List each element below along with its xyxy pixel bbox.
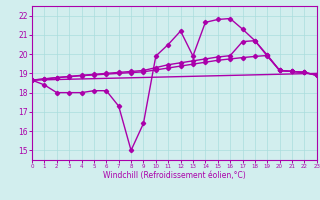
X-axis label: Windchill (Refroidissement éolien,°C): Windchill (Refroidissement éolien,°C) xyxy=(103,171,246,180)
